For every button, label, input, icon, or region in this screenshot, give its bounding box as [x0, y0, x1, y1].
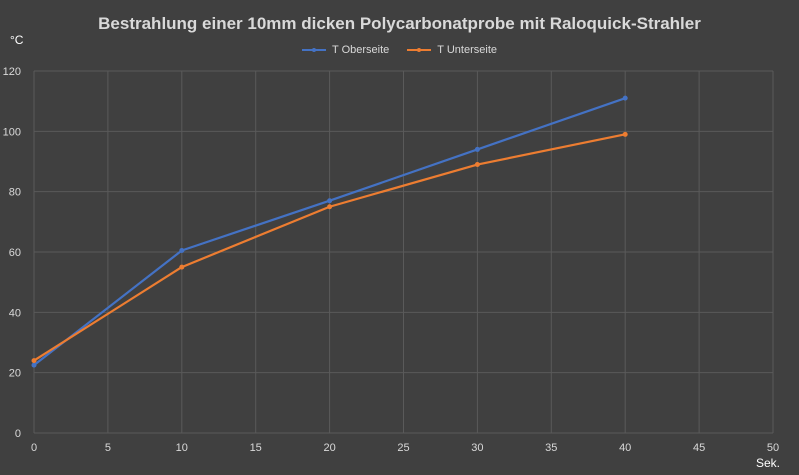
- x-tick-label: 10: [176, 442, 188, 454]
- x-tick-label: 5: [105, 442, 111, 454]
- x-tick-label: 45: [693, 442, 705, 454]
- y-tick-label: 80: [9, 187, 21, 199]
- tick-labels: 0 20 40 60 80 100 120 0 5 10 15 20 25 30 35 40 45 50: [3, 66, 779, 454]
- data-point: [31, 362, 37, 368]
- grid-lines: [33, 70, 774, 434]
- data-point: [327, 204, 333, 210]
- legend-item-unterseite: T Unterseite: [407, 44, 497, 56]
- legend-swatch-unterseite: [407, 47, 432, 52]
- x-tick-label: 15: [250, 442, 262, 454]
- chart-title: Bestrahlung einer 10mm dicken Polycarbon…: [98, 14, 701, 33]
- x-tick-label: 0: [31, 442, 37, 454]
- data-point: [31, 358, 37, 364]
- data-point: [327, 198, 333, 204]
- legend-item-oberseite: T Oberseite: [302, 44, 389, 56]
- x-tick-label: 30: [471, 442, 483, 454]
- legend-swatch-oberseite: [302, 47, 326, 52]
- data-point: [179, 247, 185, 253]
- legend-label-unterseite: T Unterseite: [437, 44, 497, 56]
- x-tick-label: 25: [397, 442, 409, 454]
- y-tick-label: 100: [3, 126, 21, 138]
- y-tick-label: 20: [9, 368, 21, 380]
- data-point: [622, 95, 628, 101]
- data-point: [474, 146, 480, 152]
- data-point: [622, 131, 628, 137]
- x-tick-label: 35: [545, 442, 557, 454]
- y-tick-label: 60: [9, 247, 21, 259]
- x-tick-label: 20: [323, 442, 335, 454]
- legend-label-oberseite: T Oberseite: [332, 44, 390, 56]
- x-axis-unit: Sek.: [756, 456, 780, 470]
- x-tick-label: 40: [619, 442, 631, 454]
- y-tick-label: 120: [3, 66, 21, 78]
- data-point: [179, 264, 185, 270]
- legend: T Oberseite T Unterseite: [0, 44, 799, 56]
- series-lines: [31, 95, 628, 368]
- data-point: [474, 162, 480, 168]
- y-tick-label: 40: [9, 307, 21, 319]
- x-tick-label: 50: [767, 442, 779, 454]
- y-tick-label: 0: [15, 428, 21, 440]
- y-axis-unit: °C: [10, 33, 24, 47]
